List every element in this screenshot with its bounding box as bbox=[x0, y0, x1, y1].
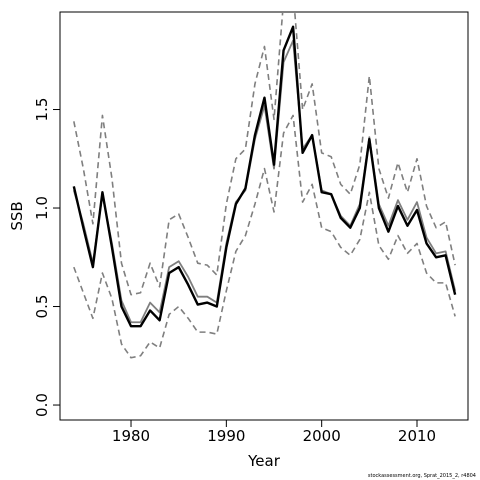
y-tick-label: 0.0 bbox=[33, 393, 51, 417]
x-tick-label: 1980 bbox=[112, 427, 150, 445]
x-tick-label: 1990 bbox=[207, 427, 245, 445]
series-line bbox=[73, 114, 456, 359]
x-axis-label: Year bbox=[247, 452, 281, 470]
series-line bbox=[73, 12, 456, 296]
series-line bbox=[72, 39, 457, 324]
y-tick-label: 1.0 bbox=[33, 196, 51, 220]
series-line bbox=[72, 25, 457, 328]
plot-frame bbox=[59, 11, 469, 421]
plot-area bbox=[72, 12, 457, 359]
y-tick-label: 0.5 bbox=[33, 295, 51, 319]
y-tick-label: 1.5 bbox=[33, 98, 51, 122]
x-tick-label: 2010 bbox=[398, 427, 436, 445]
x-tick-label: 2000 bbox=[303, 427, 341, 445]
caption: stockassessment.org, Sprat_2015_2, r4804 bbox=[368, 473, 476, 479]
y-axis-label: SSB bbox=[8, 201, 26, 230]
